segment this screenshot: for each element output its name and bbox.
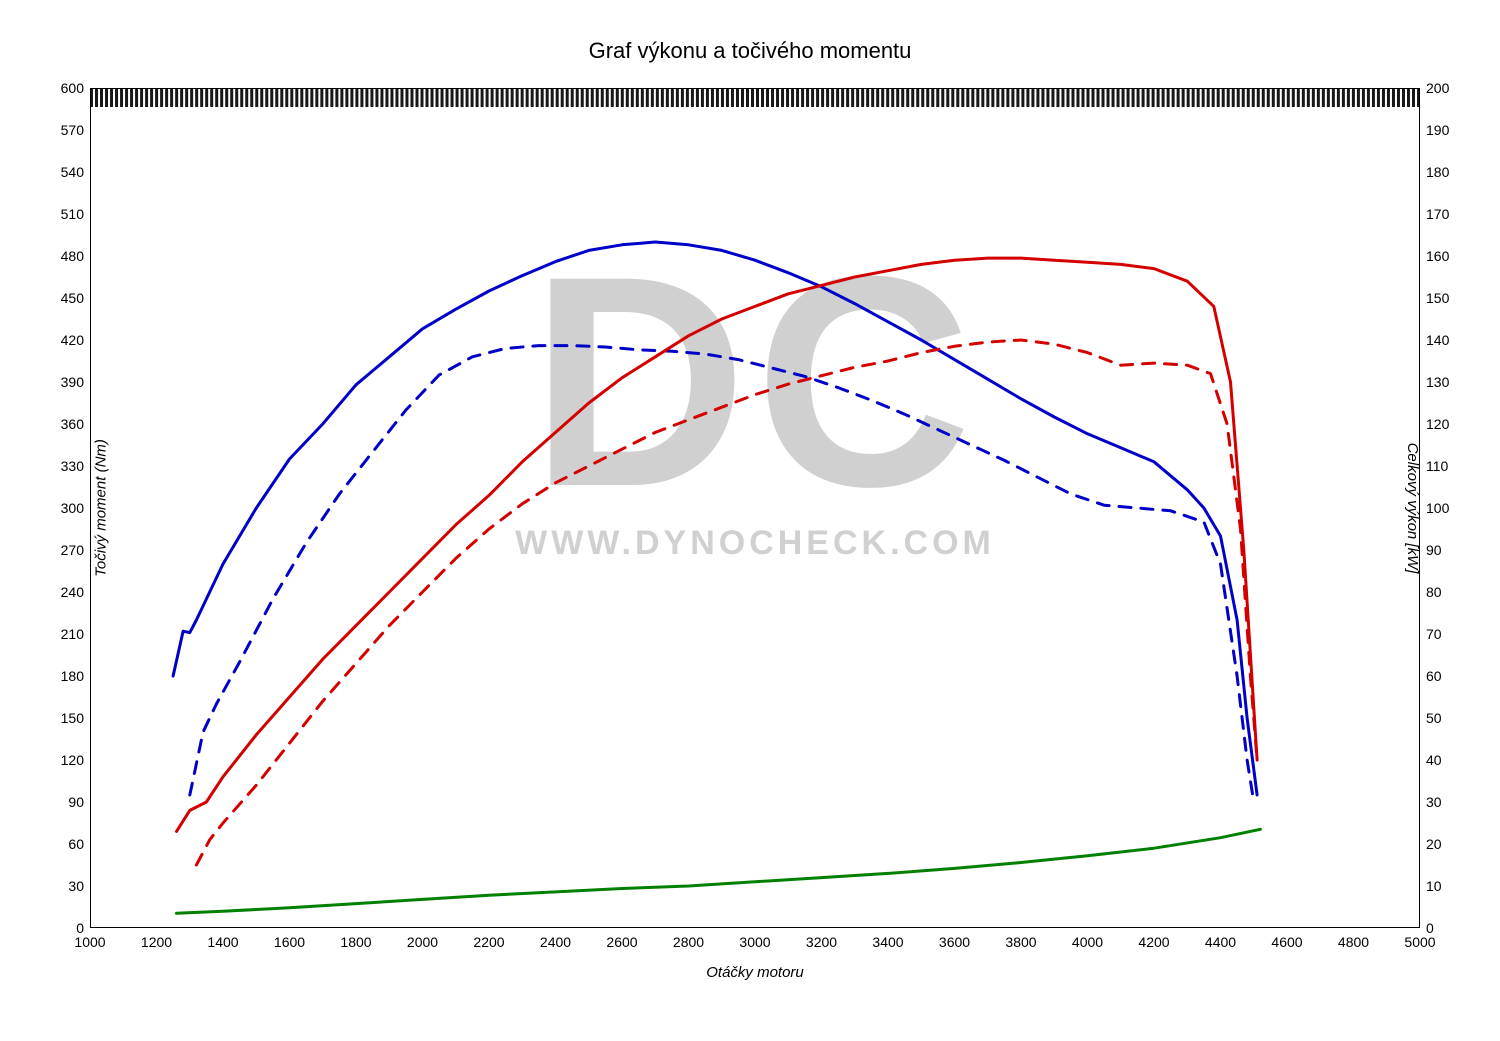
series-power_tuned <box>177 258 1258 831</box>
x-tick-label: 4000 <box>1072 934 1103 950</box>
x-tick-label: 1200 <box>141 934 172 950</box>
y-left-tick-label: 540 <box>61 164 90 180</box>
x-tick-label: 3200 <box>806 934 837 950</box>
x-tick-label: 1000 <box>74 934 105 950</box>
x-axis-label: Otáčky motoru <box>706 964 804 981</box>
y-right-tick-label: 180 <box>1420 164 1449 180</box>
series-power_stock <box>196 340 1257 865</box>
y-right-tick-label: 200 <box>1420 80 1449 96</box>
y-right-tick-label: 170 <box>1420 206 1449 222</box>
y-left-tick-label: 300 <box>61 500 90 516</box>
y-right-tick-label: 130 <box>1420 374 1449 390</box>
series-layer <box>90 88 1420 928</box>
x-tick-label: 1400 <box>207 934 238 950</box>
x-tick-label: 2000 <box>407 934 438 950</box>
y-right-tick-label: 120 <box>1420 416 1449 432</box>
y-left-tick-label: 30 <box>68 878 90 894</box>
y-right-tick-label: 70 <box>1420 626 1442 642</box>
x-tick-label: 3000 <box>739 934 770 950</box>
x-tick-label: 2600 <box>606 934 637 950</box>
x-tick-label: 1800 <box>340 934 371 950</box>
y-right-tick-label: 90 <box>1420 542 1442 558</box>
y-left-tick-label: 420 <box>61 332 90 348</box>
y-right-tick-label: 10 <box>1420 878 1442 894</box>
y-left-tick-label: 90 <box>68 794 90 810</box>
x-tick-label: 3600 <box>939 934 970 950</box>
y-left-tick-label: 480 <box>61 248 90 264</box>
x-tick-label: 4800 <box>1338 934 1369 950</box>
y-left-tick-label: 450 <box>61 290 90 306</box>
y-left-tick-label: 570 <box>61 122 90 138</box>
plot-area: DC WWW.DYNOCHECK.COM Otáčky motoru Točiv… <box>90 88 1420 928</box>
y-left-tick-label: 510 <box>61 206 90 222</box>
y-left-tick-label: 60 <box>68 836 90 852</box>
y-right-tick-label: 160 <box>1420 248 1449 264</box>
y-left-tick-label: 600 <box>61 80 90 96</box>
y-left-tick-label: 360 <box>61 416 90 432</box>
y-right-tick-label: 40 <box>1420 752 1442 768</box>
x-tick-label: 2400 <box>540 934 571 950</box>
x-tick-label: 4200 <box>1138 934 1169 950</box>
y-right-tick-label: 60 <box>1420 668 1442 684</box>
y-right-tick-label: 190 <box>1420 122 1449 138</box>
y-left-tick-label: 330 <box>61 458 90 474</box>
y-left-tick-label: 270 <box>61 542 90 558</box>
y-left-tick-label: 390 <box>61 374 90 390</box>
y-right-tick-label: 110 <box>1420 458 1448 474</box>
chart-title: Graf výkonu a točivého momentu <box>0 38 1500 64</box>
y-left-tick-label: 240 <box>61 584 90 600</box>
x-tick-label: 2800 <box>673 934 704 950</box>
x-tick-label: 3800 <box>1005 934 1036 950</box>
y-right-tick-label: 20 <box>1420 836 1442 852</box>
series-torque_tuned <box>173 242 1257 795</box>
x-tick-label: 2200 <box>473 934 504 950</box>
x-tick-label: 5000 <box>1404 934 1435 950</box>
y-left-tick-label: 150 <box>61 710 90 726</box>
x-tick-label: 3400 <box>872 934 903 950</box>
y-left-tick-label: 0 <box>76 920 90 936</box>
series-torque_stock <box>190 346 1254 802</box>
y-left-tick-label: 120 <box>61 752 90 768</box>
y-right-tick-label: 80 <box>1420 584 1442 600</box>
y-left-tick-label: 210 <box>61 626 90 642</box>
y-right-tick-label: 0 <box>1420 920 1434 936</box>
x-tick-label: 1600 <box>274 934 305 950</box>
y-right-tick-label: 50 <box>1420 710 1442 726</box>
x-tick-label: 4600 <box>1271 934 1302 950</box>
x-tick-label: 4400 <box>1205 934 1236 950</box>
y-right-tick-label: 100 <box>1420 500 1449 516</box>
y-right-tick-label: 140 <box>1420 332 1449 348</box>
series-loss_power <box>177 829 1261 913</box>
y-right-tick-label: 150 <box>1420 290 1449 306</box>
y-right-tick-label: 30 <box>1420 794 1442 810</box>
y-left-tick-label: 180 <box>61 668 90 684</box>
